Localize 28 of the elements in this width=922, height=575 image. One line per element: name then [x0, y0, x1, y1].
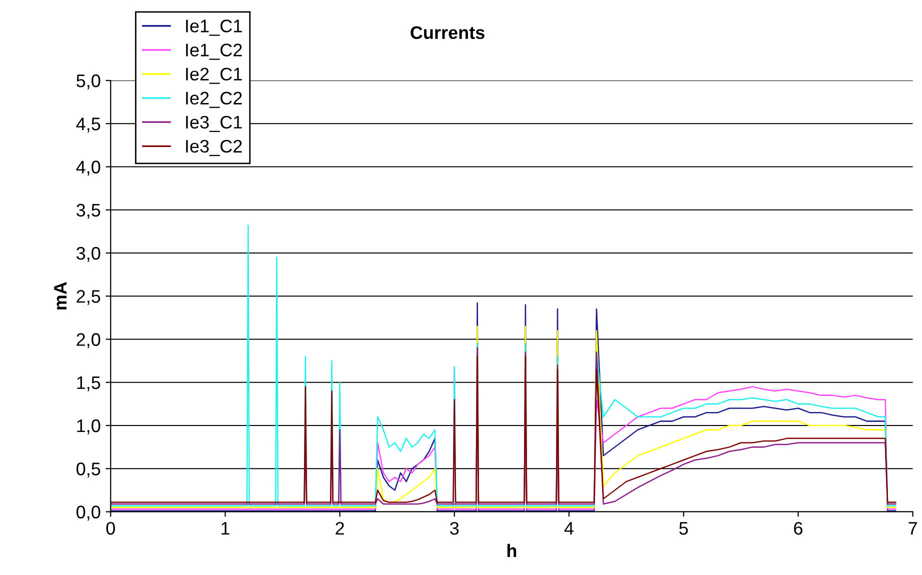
y-tick-label: 2,0 [76, 333, 100, 348]
y-tick-label: 3,5 [76, 204, 100, 219]
y-tick-label: 4,5 [76, 118, 100, 132]
x-tick-label: 7 [908, 522, 917, 535]
y-tick-label: 2,5 [76, 290, 100, 305]
x-tick-label: 0 [106, 522, 115, 535]
x-tick-label: 1 [222, 522, 230, 535]
x-tick-label: 6 [794, 522, 802, 535]
legend-label: Ie2_C2 [186, 92, 242, 108]
x-tick-label: 5 [679, 522, 688, 535]
legend-label: Ie1_C2 [186, 44, 242, 60]
chart-title: Currents [410, 26, 484, 40]
y-tick-label: 0,5 [76, 462, 100, 478]
x-tick-label: 2 [336, 522, 344, 535]
x-tick-label: 3 [450, 522, 459, 535]
legend-label: Ie1_C1 [186, 20, 242, 36]
y-tick-label: 5,0 [76, 74, 100, 90]
y-tick-label: 4,0 [76, 160, 100, 176]
y-tick-label: 1,0 [77, 419, 100, 434]
y-axis-title: mA [54, 282, 67, 310]
x-axis-title: h [507, 544, 516, 557]
x-tick-label: 4 [564, 522, 574, 535]
legend-label: Ie3_C2 [186, 140, 242, 156]
legend-label: Ie3_C1 [186, 116, 242, 132]
y-tick-label: 1,5 [77, 376, 100, 392]
y-tick-label: 3,0 [76, 246, 100, 262]
y-tick-label: 0,0 [76, 506, 100, 521]
legend-label: Ie2_C1 [186, 68, 242, 84]
